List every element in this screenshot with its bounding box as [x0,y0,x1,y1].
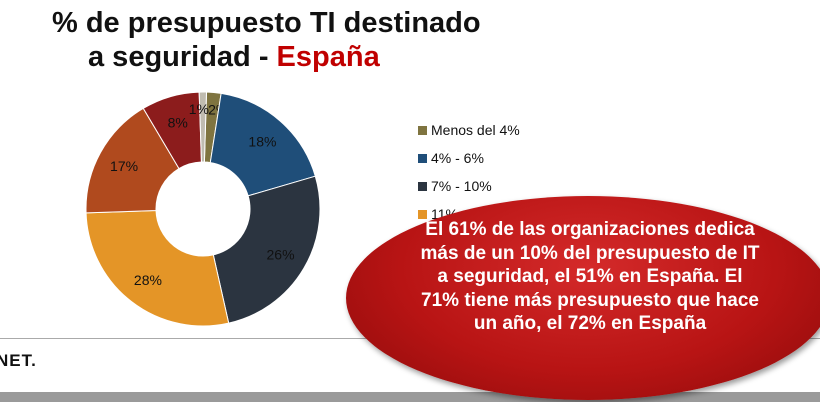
legend-label: Menos del 4% [431,122,520,138]
data-label: 8% [168,115,188,131]
data-label: 18% [248,133,276,149]
title-line-2: a seguridad - España [52,40,481,74]
legend-label: 7% - 10% [431,178,492,194]
donut-slice [198,91,208,163]
legend-swatch [418,209,427,219]
data-label: 28% [134,272,162,288]
legend-item: 4% - 6% [418,144,520,172]
legend-item: Menos del 4% [418,116,520,144]
data-label: 1% [189,101,209,117]
logo: NET. [0,351,37,370]
slide-title: % de presupuesto TI destinado a segurida… [52,6,481,74]
callout-text: El 61% de las organizaciones dedica más … [420,219,760,334]
donut-slice [85,210,230,327]
data-label: 26% [267,247,295,263]
legend-swatch [418,181,427,191]
donut-slice [85,107,180,214]
legend-swatch [418,153,427,163]
title-line-1: % de presupuesto TI destinado [52,7,481,39]
donut-chart: 2%18%26%28%17%8%1% [85,91,321,327]
title-prefix: a seguridad - [88,41,277,73]
footer-bar [0,392,820,402]
donut-slice [212,175,321,324]
data-label: 17% [110,158,138,174]
donut-slice [209,92,316,197]
legend-label: 4% - 6% [431,150,484,166]
legend-item: 7% - 10% [418,172,520,200]
callout-ellipse [346,196,820,400]
legend-swatch [418,125,427,135]
title-highlight: España [276,41,380,73]
